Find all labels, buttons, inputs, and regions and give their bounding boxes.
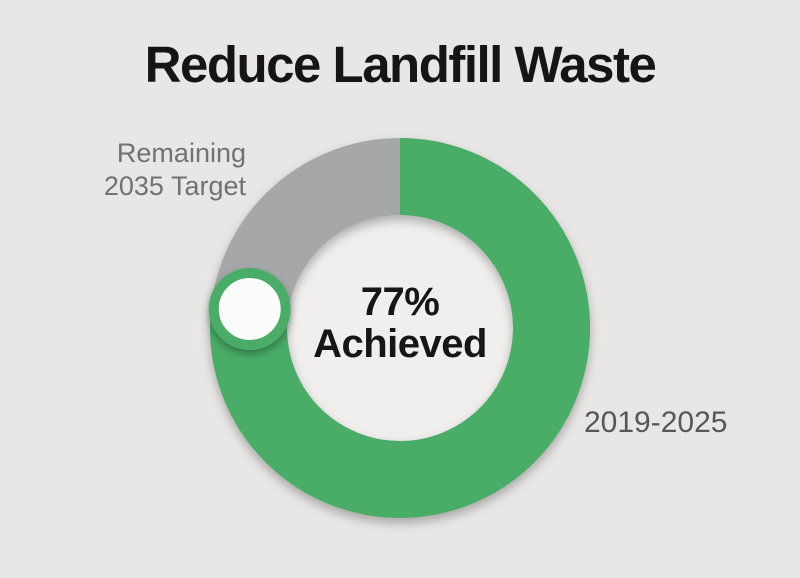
center-label: 77% Achieved [250,281,550,365]
remaining-segment-label: Remaining 2035 Target [104,137,246,203]
chart-title: Reduce Landfill Waste [144,36,657,93]
achieved-period-label: 2019-2025 [584,406,728,439]
progress-marker-circle [208,268,291,350]
remaining-label-line1: Remaining [116,138,246,168]
donut-hole [287,215,513,441]
center-value: 77% [360,280,440,324]
center-caption: Achieved [313,322,487,366]
remaining-label-line2: 2035 Target [103,171,246,201]
